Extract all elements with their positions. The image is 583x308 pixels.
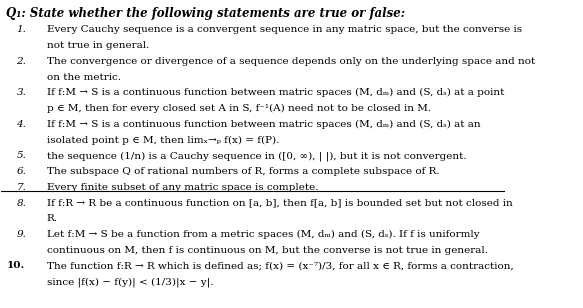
- Text: 10.: 10.: [6, 261, 24, 270]
- Text: continuous on M, then f is continuous on M, but the converse is not true in gene: continuous on M, then f is continuous on…: [47, 246, 487, 255]
- Text: 5.: 5.: [16, 151, 26, 160]
- Text: The convergence or divergence of a sequence depends only on the underlying space: The convergence or divergence of a seque…: [47, 57, 535, 66]
- Text: 8.: 8.: [16, 199, 26, 208]
- Text: Let f:M → S be a function from a metric spaces (M, dₘ) and (S, dₛ). If f is unif: Let f:M → S be a function from a metric …: [47, 230, 479, 239]
- Text: 3.: 3.: [16, 88, 26, 97]
- Text: 2.: 2.: [16, 57, 26, 66]
- Text: Every Cauchy sequence is a convergent sequence in any matric space, but the conv: Every Cauchy sequence is a convergent se…: [47, 25, 522, 34]
- Text: If f:M → S is a continuous function between matric spaces (M, dₘ) and (S, dₛ) at: If f:M → S is a continuous function betw…: [47, 88, 504, 97]
- Text: Q₁: State whether the following statements are true or false:: Q₁: State whether the following statemen…: [6, 7, 406, 20]
- Text: 6.: 6.: [16, 167, 26, 176]
- Text: 9.: 9.: [16, 230, 26, 239]
- Text: not true in general.: not true in general.: [47, 41, 149, 50]
- Text: The subspace Q of rational numbers of R, forms a complete subspace of R.: The subspace Q of rational numbers of R,…: [47, 167, 440, 176]
- Text: on the metric.: on the metric.: [47, 73, 121, 82]
- Text: Every finite subset of any matric space is complete.: Every finite subset of any matric space …: [47, 183, 318, 192]
- Text: If f:M → S is a continuous function between matric spaces (M, dₘ) and (S, dₛ) at: If f:M → S is a continuous function betw…: [47, 120, 480, 129]
- Text: If f:R → R be a continuous function on [a, b], then f[a, b] is bounded set but n: If f:R → R be a continuous function on […: [47, 199, 512, 208]
- Text: 4.: 4.: [16, 120, 26, 129]
- Text: isolated point p ∈ M, then limₓ→ₚ f(x) = f(P).: isolated point p ∈ M, then limₓ→ₚ f(x) =…: [47, 136, 279, 145]
- Text: the sequence (1/n) is a Cauchy sequence in ([0, ∞), | |), but it is not converge: the sequence (1/n) is a Cauchy sequence …: [47, 151, 466, 161]
- Text: R.: R.: [47, 214, 58, 223]
- Text: 7.: 7.: [16, 183, 26, 192]
- Text: 1.: 1.: [16, 25, 26, 34]
- Text: since |f(x) − f(y)| < (1/3)|x − y|.: since |f(x) − f(y)| < (1/3)|x − y|.: [47, 277, 213, 287]
- Text: p ∈ M, then for every closed set A in S, f⁻¹(A) need not to be closed in M.: p ∈ M, then for every closed set A in S,…: [47, 104, 431, 113]
- Text: The function f:R → R which is defined as; f(x) = (x⁻⁷)/3, for all x ∈ R, forms a: The function f:R → R which is defined as…: [47, 261, 514, 270]
